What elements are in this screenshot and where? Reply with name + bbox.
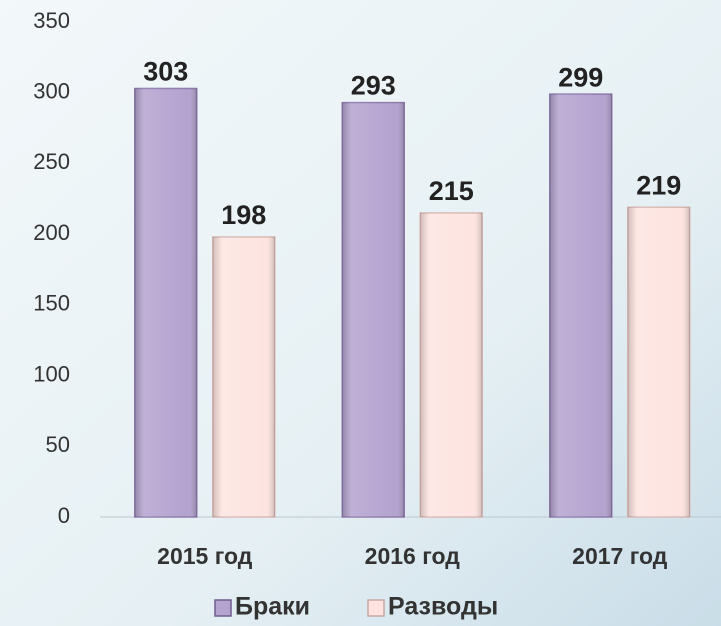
legend-label: Разводы [388,593,498,621]
data-label: 299 [558,62,603,92]
data-label: 198 [221,200,266,230]
y-tick-label: 0 [58,503,70,528]
data-label: 293 [351,71,396,101]
y-tick-label: 150 [33,291,70,316]
bar-shade [134,88,197,517]
x-tick-label: 2015 год [157,543,253,569]
y-tick-label: 50 [46,432,70,457]
data-label: 219 [636,170,681,200]
legend-swatch [214,599,232,617]
x-tick-label: 2016 год [365,543,461,569]
y-tick-label: 300 [33,79,70,104]
y-tick-label: 200 [33,220,70,245]
data-label: 303 [143,57,188,87]
bar-shade [342,102,405,517]
y-tick-label: 250 [33,149,70,174]
y-tick-label: 100 [33,361,70,386]
bar-shade [627,207,690,517]
y-tick-label: 350 [33,8,70,33]
bar-shade [212,236,275,517]
legend-label: Браки [235,593,310,621]
legend-swatch [367,599,385,617]
bar-shade [420,212,483,517]
bar-shade [549,94,612,517]
x-tick-label: 2017 год [572,543,668,569]
data-label: 215 [429,176,474,206]
